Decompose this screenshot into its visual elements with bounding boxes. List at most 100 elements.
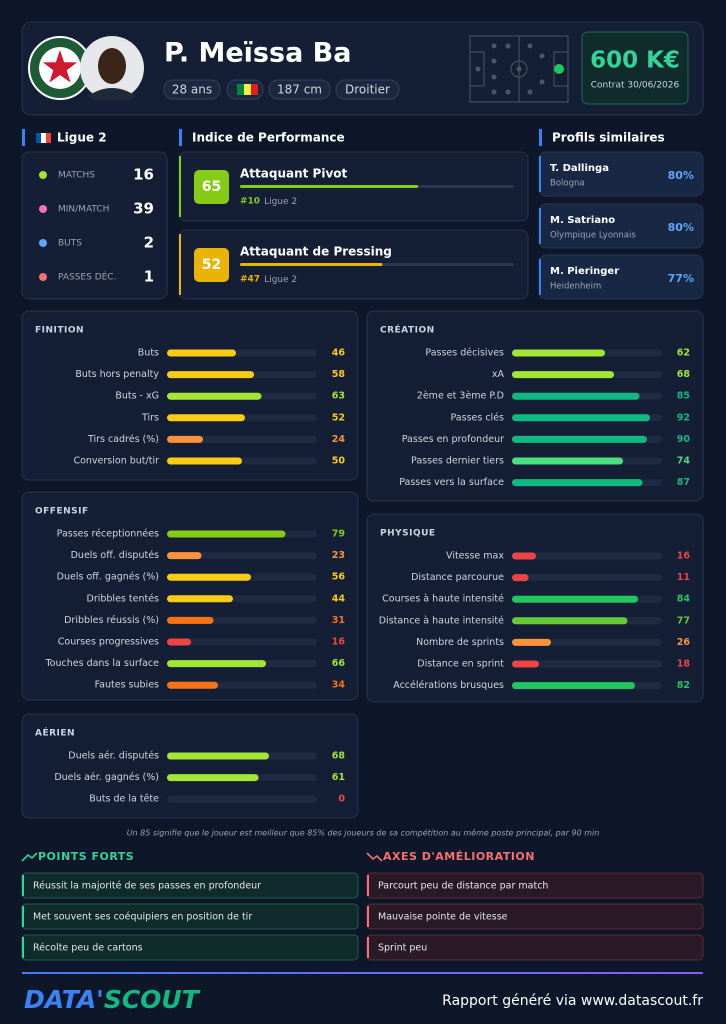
- metric-value: 84: [677, 594, 691, 605]
- column-heading: Ligue 2: [57, 131, 107, 145]
- metric-bar: [167, 371, 254, 379]
- pitch-dot: [491, 89, 497, 95]
- title-icon: [21, 852, 38, 862]
- metric-value: 77: [677, 615, 690, 626]
- pitch-dot: [527, 43, 533, 49]
- pitch-dot: [491, 74, 497, 80]
- stat-value: 39: [133, 200, 154, 218]
- metric-bar: [512, 682, 635, 690]
- similar-club: Bologna: [550, 179, 585, 189]
- stat-label: PASSES DÉC.: [58, 271, 116, 283]
- pitch-dot: [475, 66, 481, 72]
- stat-icon: [39, 273, 47, 281]
- stat-icon: [39, 239, 47, 247]
- metric-label: Tirs: [141, 412, 159, 423]
- metric-label: Tirs cadrés (%): [87, 434, 159, 445]
- metric-label: Duels aér. disputés: [68, 751, 159, 762]
- metric-track: [167, 795, 317, 803]
- section-card: [366, 513, 704, 703]
- divider: [22, 972, 703, 974]
- section-title: PHYSIQUE: [380, 529, 436, 539]
- metric-label: Touches dans la surface: [44, 658, 159, 669]
- metric-bar: [512, 392, 640, 400]
- metric-label: Accélérations brusques: [393, 680, 504, 691]
- metric-bar: [167, 752, 269, 760]
- metric-label: Duels off. disputés: [71, 550, 159, 561]
- similar-match: 77%: [668, 272, 694, 285]
- metric-label: Distance parcourue: [411, 572, 504, 583]
- card-accent: [179, 156, 181, 217]
- metric-value: 26: [677, 637, 691, 648]
- similar-club: Heidenheim: [550, 282, 601, 292]
- metric-value: 56: [332, 572, 346, 583]
- metric-label: Courses progressives: [58, 637, 159, 648]
- card-accent: [179, 234, 181, 295]
- metric-track: [512, 552, 662, 560]
- pitch-dot: [527, 89, 533, 95]
- metric-value: 58: [332, 369, 346, 380]
- metric-bar: [167, 349, 236, 357]
- score: 65: [202, 179, 221, 195]
- pitch-dot: [491, 58, 497, 64]
- metric-value: 46: [332, 348, 346, 359]
- metric-track: [512, 574, 662, 582]
- metric-label: Dribbles réussis (%): [64, 615, 159, 626]
- metric-bar: [512, 574, 529, 582]
- metric-value: 79: [332, 529, 345, 540]
- metric-track: [167, 435, 317, 443]
- metric-label: Vitesse max: [446, 551, 504, 562]
- player-shirt: [88, 88, 136, 100]
- heading-accent: [179, 129, 182, 146]
- metric-value: 90: [677, 434, 691, 445]
- role: Attaquant de Pressing: [240, 245, 392, 259]
- metric-track: [167, 552, 317, 560]
- list-text: Met souvent ses coéquipiers en position …: [33, 912, 252, 923]
- pitch-dot: [516, 66, 522, 72]
- card-accent: [539, 259, 541, 295]
- metric-label: Distance en sprint: [417, 659, 504, 670]
- rank-league: Ligue 2: [264, 275, 297, 285]
- metric-value: 52: [332, 412, 345, 423]
- metric-bar: [167, 681, 218, 689]
- item-accent: [367, 875, 369, 896]
- score: 52: [202, 257, 221, 273]
- badge-text: Droitier: [345, 83, 390, 97]
- rank: #10 Ligue 2: [240, 197, 297, 207]
- stat-label: MATCHS: [58, 171, 95, 181]
- metric-value: 44: [332, 593, 346, 604]
- metric-label: xA: [492, 369, 505, 380]
- metric-label: 2ème et 3ème P.D: [417, 391, 504, 402]
- score-bar: [240, 185, 419, 188]
- flag-stripe: [251, 84, 258, 95]
- rank-league: Ligue 2: [264, 197, 297, 207]
- league-card: [21, 151, 168, 300]
- section-title: AÉRIEN: [35, 727, 75, 739]
- pitch-dot: [505, 43, 511, 49]
- metric-value: 16: [332, 637, 346, 648]
- metric-label: Buts de la tête: [89, 794, 159, 805]
- pitch-dot: [491, 43, 497, 49]
- metric-value: 63: [332, 391, 345, 402]
- section-card: [366, 310, 704, 502]
- brand-part: DATA': [24, 985, 104, 1014]
- metric-value: 18: [677, 659, 691, 670]
- metric-bar: [512, 638, 551, 646]
- metric-bar: [512, 457, 623, 465]
- stat-value: 1: [144, 268, 154, 286]
- metric-bar: [512, 414, 650, 422]
- pitch-dot: [539, 79, 545, 85]
- item-accent: [367, 906, 369, 927]
- metric-bar: [167, 457, 242, 465]
- metric-bar: [167, 595, 233, 603]
- player-face: [98, 48, 126, 84]
- item-accent: [367, 937, 369, 958]
- metric-value: 66: [332, 658, 346, 669]
- metric-label: Passes décisives: [425, 348, 504, 359]
- similar-match: 80%: [668, 221, 694, 234]
- similar-match: 80%: [668, 169, 694, 182]
- metric-value: 23: [332, 550, 345, 561]
- market-value: 600 K€: [590, 48, 680, 74]
- stat-value: 16: [133, 166, 154, 184]
- section-title: CRÉATION: [380, 324, 435, 336]
- list-title: POINTS FORTS: [38, 850, 134, 863]
